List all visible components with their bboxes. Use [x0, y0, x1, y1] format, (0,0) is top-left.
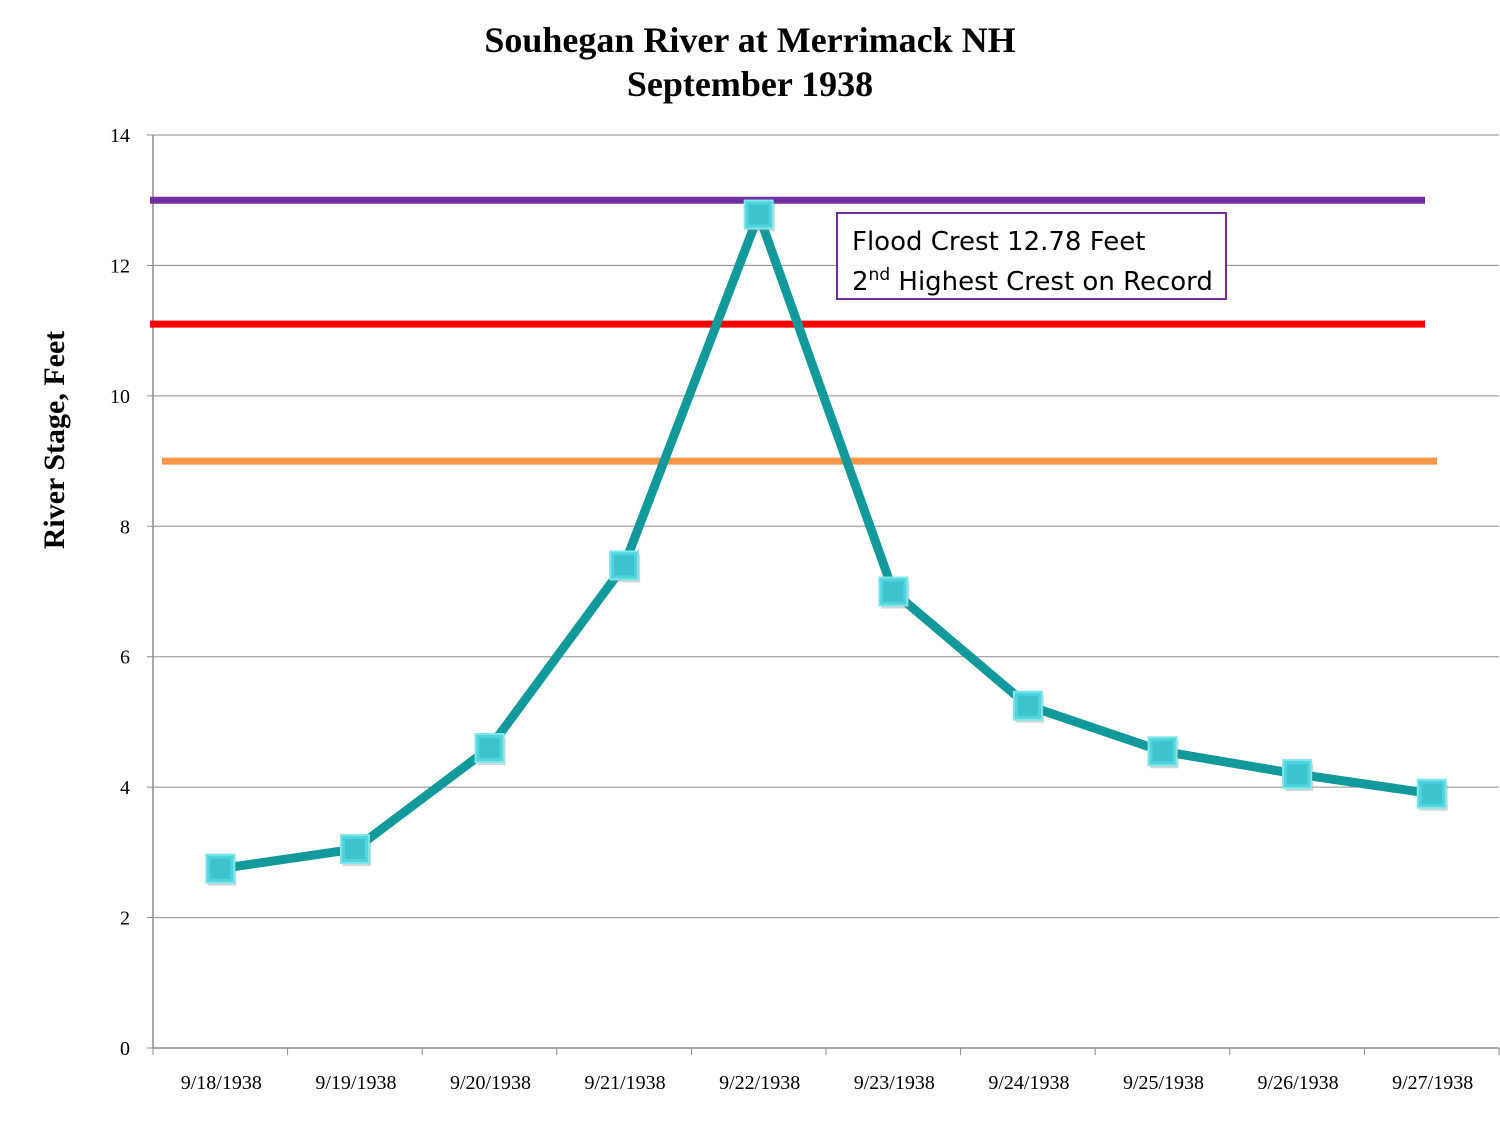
y-tick-label: 14 [110, 125, 130, 147]
y-tick-label: 0 [120, 1038, 130, 1060]
series-line [219, 210, 1433, 874]
x-tick-label: 9/26/1938 [1258, 1072, 1339, 1094]
x-tick-labels: 9/18/1938 9/19/1938 9/20/1938 9/21/1938 9/22… [181, 1072, 1474, 1094]
y-tick-label: 4 [120, 777, 130, 799]
y-tick-label: 2 [120, 908, 130, 930]
chart-title-line-1: Souhegan River at Merrimack NH [484, 20, 1015, 60]
crest-annotation-box [836, 212, 1227, 300]
data-point-marker-inner [479, 738, 500, 759]
x-tick-label: 9/27/1938 [1392, 1072, 1473, 1094]
chart-title-line-2: September 1938 [627, 64, 873, 104]
data-point-marker-inner [1287, 764, 1308, 785]
crest-annotation-line-1: Flood Crest 12.78 Feet [852, 227, 1145, 257]
series-markers [205, 199, 1448, 886]
axes [147, 134, 1500, 1055]
crest-annotation-line-2: 2nd Highest Crest on Record [852, 265, 1213, 297]
x-tick-label: 9/20/1938 [450, 1072, 531, 1094]
data-point-marker-inner [1152, 741, 1173, 762]
series-line-path [219, 210, 1433, 874]
data-point-marker-inner [748, 204, 769, 225]
data-point-marker-inner [210, 858, 231, 879]
data-point-marker-inner [614, 555, 635, 576]
crest-annotation: Flood Crest 12.78 Feet 2nd Highest Crest… [836, 212, 1227, 300]
crest-annotation-superscript: nd [869, 265, 891, 285]
x-tick-label: 9/21/1938 [585, 1072, 666, 1094]
y-tick-label: 12 [110, 255, 130, 277]
y-tick-label: 6 [120, 647, 130, 669]
x-tick-label: 9/22/1938 [719, 1072, 800, 1094]
y-tick-label: 10 [110, 386, 130, 408]
x-tick-label: 9/23/1938 [854, 1072, 935, 1094]
y-axis-label: River Stage, Feet [38, 331, 71, 550]
x-tick-label: 9/18/1938 [181, 1072, 262, 1094]
data-point-marker-inner [1421, 783, 1442, 804]
gridlines [153, 134, 1499, 919]
data-point-marker-inner [344, 839, 365, 860]
x-tick-label: 9/19/1938 [315, 1072, 396, 1094]
reference-lines [150, 196, 1437, 465]
y-tick-label: 8 [120, 516, 130, 538]
data-point-marker-inner [883, 581, 904, 602]
crest-annotation-ordinal: 2 [852, 267, 869, 297]
data-point-marker-inner [1017, 695, 1038, 716]
y-tick-labels: 0 2 4 6 8 10 12 14 [110, 125, 130, 1060]
crest-annotation-rest: Highest Crest on Record [890, 267, 1213, 297]
x-tick-label: 9/24/1938 [988, 1072, 1069, 1094]
chart-title: Souhegan River at Merrimack NH September… [484, 20, 1015, 104]
x-tick-label: 9/25/1938 [1123, 1072, 1204, 1094]
